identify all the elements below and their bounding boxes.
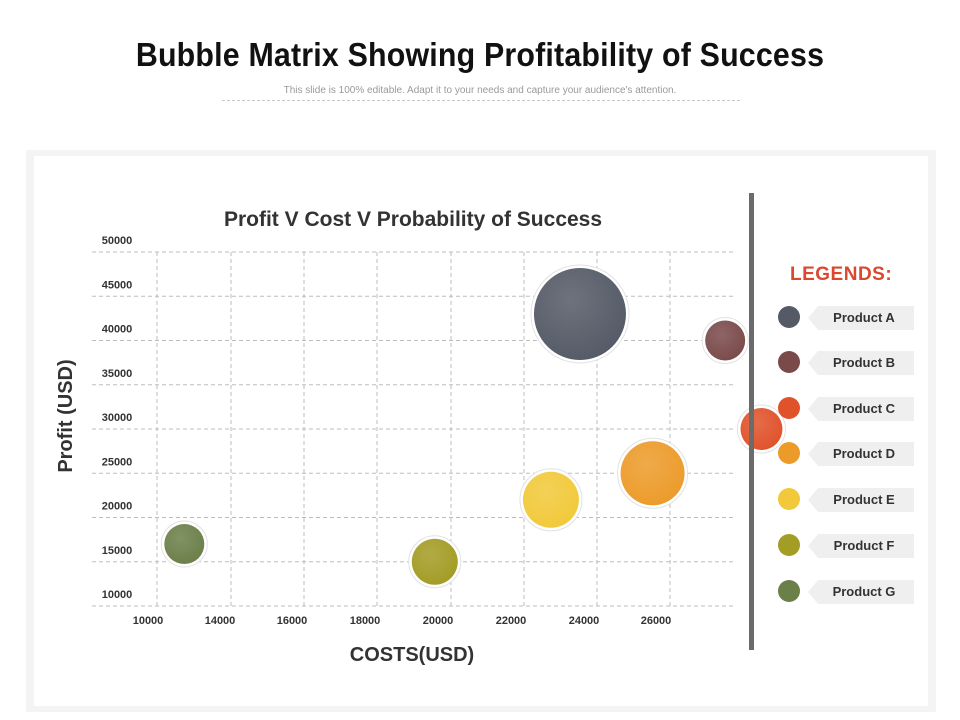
legend-item-product-a[interactable]: Product A	[776, 306, 916, 330]
legend-swatch	[778, 580, 800, 602]
legend-label: Product A	[833, 310, 895, 325]
legend-item-product-e[interactable]: Product E	[776, 488, 916, 512]
axis-ticks: 50000 45000 40000 35000 30000 25000 20000 15000…	[102, 235, 672, 627]
legend-tag-shape	[808, 306, 914, 330]
x-tick-label: 16000	[277, 615, 308, 627]
legend-divider	[749, 193, 754, 650]
legend-label: Product E	[833, 492, 895, 507]
y-tick-label: 15000	[102, 545, 133, 557]
y-axis-label: Profit (USD)	[55, 359, 77, 472]
x-tick-label: 26000	[641, 615, 672, 627]
legend-tag-shape	[808, 580, 914, 604]
legend-swatch	[778, 397, 800, 419]
y-tick-label: 45000	[102, 279, 133, 291]
legend-label: Product G	[832, 584, 896, 599]
legend-item-product-f[interactable]: Product F	[776, 534, 916, 558]
bubble-product-d[interactable]	[620, 441, 685, 506]
y-tick-label: 10000	[102, 589, 133, 601]
bubble-product-g[interactable]	[164, 524, 205, 565]
y-tick-label: 50000	[102, 235, 133, 247]
legend-tag-shape	[808, 534, 914, 558]
bubble-product-e[interactable]	[522, 471, 579, 528]
legend-swatch	[778, 534, 800, 556]
legend-label: Product B	[832, 355, 896, 370]
y-tick-label: 35000	[102, 368, 133, 380]
x-axis-label: COSTS(USD)	[350, 644, 474, 666]
bubble-product-b[interactable]	[705, 320, 746, 361]
x-tick-label: 14000	[205, 615, 236, 627]
legend-item-product-b[interactable]: Product B	[776, 351, 916, 375]
legend-tag-shape	[808, 488, 914, 512]
legend-item-product-d[interactable]: Product D	[776, 442, 916, 466]
legend-swatch	[778, 488, 800, 510]
y-tick-label: 30000	[102, 412, 133, 424]
legend-label: Product F	[833, 538, 895, 553]
bubble-product-a[interactable]	[533, 267, 626, 360]
legend-tag-shape	[808, 397, 914, 421]
legend-label: Product C	[832, 401, 896, 416]
x-tick-label: 20000	[423, 615, 454, 627]
x-tick-label: 24000	[569, 615, 600, 627]
legend-title: LEGENDS:	[790, 264, 893, 285]
y-tick-label: 40000	[102, 324, 133, 336]
legend-swatch	[778, 351, 800, 373]
legend-tag-shape	[808, 442, 914, 466]
slide-subtitle: This slide is 100% editable. Adapt it to…	[283, 85, 677, 96]
bubbles	[160, 264, 786, 589]
legend-tag-shape	[808, 351, 914, 375]
y-tick-label: 20000	[102, 501, 133, 513]
legend-swatch	[778, 442, 800, 464]
chart-title: Profit V Cost V Probability of Success	[224, 208, 602, 231]
legend-label: Product D	[832, 446, 896, 461]
subtitle-divider	[222, 100, 740, 101]
legend-item-product-c[interactable]: Product C	[776, 397, 916, 421]
legend-item-product-g[interactable]: Product G	[776, 580, 916, 604]
legend-swatch	[778, 306, 800, 328]
x-tick-label: 10000	[133, 615, 164, 627]
x-tick-label: 22000	[496, 615, 527, 627]
x-tick-label: 18000	[350, 615, 381, 627]
bubble-product-f[interactable]	[411, 538, 458, 585]
slide-title: Bubble Matrix Showing Profitability of S…	[135, 36, 825, 73]
y-tick-label: 25000	[102, 456, 133, 468]
